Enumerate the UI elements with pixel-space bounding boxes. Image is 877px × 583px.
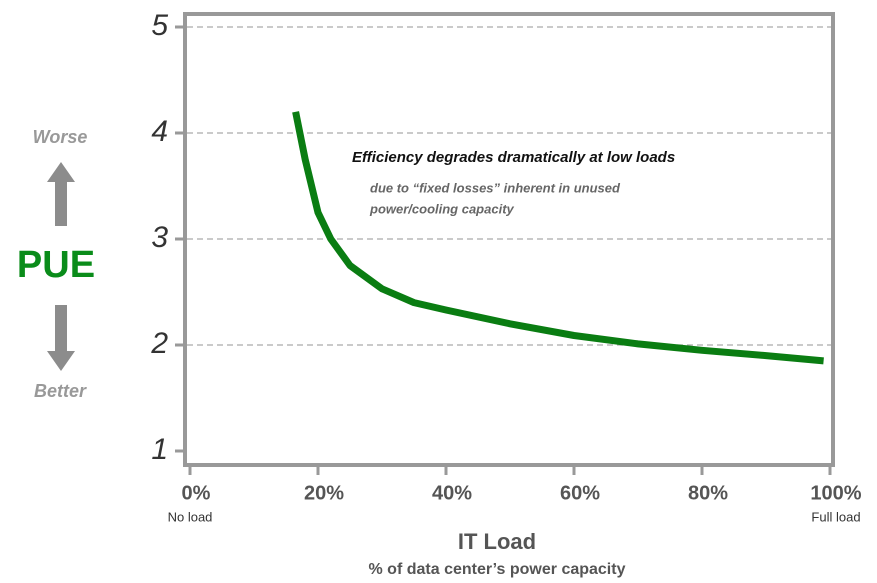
x-tick-label: 80%: [688, 482, 728, 504]
x-tick-label: 100%: [810, 482, 861, 504]
down-arrow: [47, 305, 75, 371]
x-axis-label: IT Load: [458, 529, 536, 554]
y-tick-label: 5: [151, 9, 168, 42]
y-axis-label: PUE: [17, 244, 95, 286]
y-tick-label: 2: [150, 327, 168, 360]
y-tick-label: 4: [151, 115, 168, 148]
x-axis-sublabel: % of data center’s power capacity: [369, 561, 626, 578]
x-tick-label: 60%: [560, 482, 600, 504]
y-tick-label: 1: [151, 433, 168, 466]
up-arrow: [47, 162, 75, 226]
annotation-line: power/cooling capacity: [369, 201, 515, 216]
worse-label: Worse: [33, 127, 88, 147]
y-tick-label: 3: [151, 221, 168, 254]
x-tick-label: 20%: [304, 482, 344, 504]
line-series: [292, 111, 824, 365]
x-tick-label: 40%: [432, 482, 472, 504]
annotation-title: Efficiency degrades dramatically at low …: [352, 149, 675, 166]
x-tick-label: 0%: [182, 482, 211, 504]
x-start-note: No load: [168, 509, 213, 524]
x-end-note: Full load: [811, 509, 860, 524]
better-label: Better: [34, 381, 87, 401]
annotation-line: due to “fixed losses” inherent in unused: [370, 180, 621, 195]
